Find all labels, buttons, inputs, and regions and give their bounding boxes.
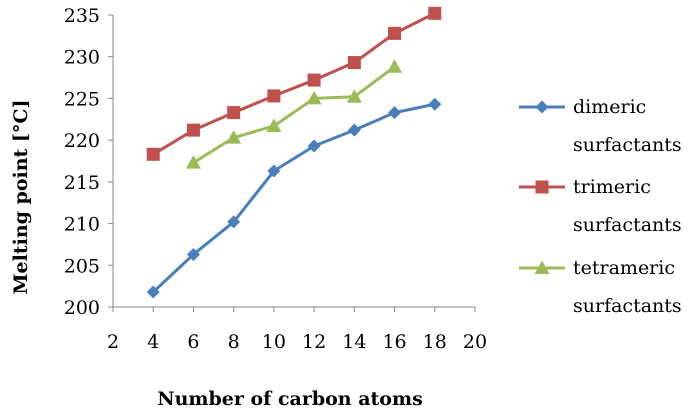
data-point xyxy=(347,123,361,137)
data-point xyxy=(186,247,200,261)
legend-marker xyxy=(534,260,550,274)
data-point xyxy=(388,26,402,40)
x-tick-label: 2 xyxy=(107,331,119,353)
data-point xyxy=(428,6,442,20)
series-line xyxy=(192,65,396,164)
legend-label: surfactants xyxy=(573,295,682,317)
x-tick-label: 20 xyxy=(463,331,487,353)
data-point xyxy=(146,285,160,299)
y-tick-labels: 200 205 210 215 220 225 230 235 xyxy=(64,5,113,319)
y-tick-label: 215 xyxy=(64,172,100,194)
data-point xyxy=(346,89,362,103)
y-tick-label: 230 xyxy=(64,47,100,69)
legend-item: dimeric surfactants xyxy=(519,96,682,156)
legend-label: dimeric xyxy=(573,96,646,118)
y-tick-label: 225 xyxy=(64,88,100,110)
data-point xyxy=(267,164,281,178)
x-tick-label: 14 xyxy=(342,331,366,353)
legend-item: tetrameric surfactants xyxy=(519,257,682,317)
data-point xyxy=(266,118,282,132)
data-point xyxy=(387,59,403,73)
legend-label: surfactants xyxy=(573,134,682,156)
data-point xyxy=(227,106,241,120)
y-tick-label: 200 xyxy=(64,297,100,319)
x-axis-title: Number of carbon atoms xyxy=(157,388,423,410)
data-point xyxy=(267,89,281,103)
legend: dimericsurfactantstrimericsurfactantstet… xyxy=(519,96,682,317)
data-point xyxy=(186,123,200,137)
legend-marker xyxy=(535,180,549,194)
x-tick-label: 8 xyxy=(228,331,240,353)
legend-label: trimeric xyxy=(573,176,651,198)
series-group xyxy=(146,6,442,299)
series-triangle xyxy=(185,59,403,169)
x-tick-label: 4 xyxy=(147,331,159,353)
series-line xyxy=(152,102,436,294)
x-tick-label: 10 xyxy=(262,331,286,353)
x-tick-label: 12 xyxy=(302,331,326,353)
data-point xyxy=(388,106,402,120)
data-point xyxy=(226,130,242,144)
data-point xyxy=(185,155,201,169)
data-point xyxy=(307,73,321,87)
series-diamond xyxy=(146,97,442,299)
legend-marker xyxy=(535,100,549,114)
legend-label: tetrameric xyxy=(573,257,675,279)
legend-item: trimeric surfactants xyxy=(519,176,682,236)
data-point xyxy=(146,147,160,161)
legend-label: surfactants xyxy=(573,214,682,236)
data-point xyxy=(307,139,321,153)
x-tick-label: 18 xyxy=(423,331,447,353)
series-line xyxy=(152,11,436,156)
y-tick-label: 220 xyxy=(64,130,100,152)
data-point xyxy=(428,97,442,111)
y-tick-label: 205 xyxy=(64,255,100,277)
series-square xyxy=(146,6,442,161)
y-tick-label: 210 xyxy=(64,214,100,236)
axes xyxy=(112,15,475,308)
y-axis-title: Melting point [°C] xyxy=(10,99,32,294)
x-tick-label: 16 xyxy=(382,331,406,353)
x-tick-label: 6 xyxy=(187,331,199,353)
y-tick-label: 235 xyxy=(64,5,100,27)
x-tick-labels: 2 4 6 8 10 12 14 16 18 20 xyxy=(107,307,487,353)
data-point xyxy=(306,90,322,105)
data-point xyxy=(347,56,361,70)
data-point xyxy=(227,215,241,229)
